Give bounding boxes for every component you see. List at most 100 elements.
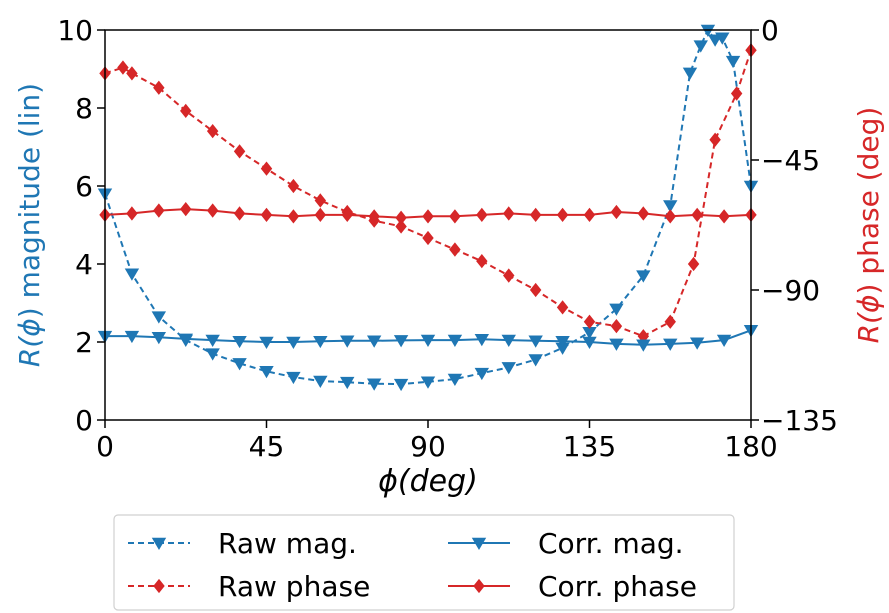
legend: Raw mag. Raw phase Corr. mag. Corr. phase xyxy=(113,514,735,611)
data-point-raw-mag xyxy=(205,348,220,361)
data-point-corr-mag xyxy=(528,335,543,348)
data-point-corr-mag xyxy=(393,335,409,348)
y-left-tick-label: 4 xyxy=(75,248,93,281)
data-point-corr-phase xyxy=(206,203,219,218)
y-right-tick-label: −90 xyxy=(761,274,820,307)
data-point-raw-mag xyxy=(609,303,624,316)
series-corr-phase xyxy=(99,201,757,225)
data-point-corr-phase xyxy=(260,207,273,223)
y-right-tick-label: −135 xyxy=(761,404,838,437)
y-left-tick-label: 8 xyxy=(75,92,93,125)
y-left-tick-label: 2 xyxy=(75,326,93,359)
data-point-corr-phase xyxy=(529,207,542,223)
y-axis-right-label: R(ϕ) phase (deg) xyxy=(852,107,885,344)
y-left-label-phi: ϕ xyxy=(13,318,46,336)
data-point-corr-mag xyxy=(636,339,651,352)
data-point-corr-phase xyxy=(153,203,165,218)
data-point-raw-phase xyxy=(287,178,300,194)
data-point-raw-mag xyxy=(725,55,741,69)
data-point-corr-mag xyxy=(663,338,678,351)
data-point-corr-phase xyxy=(637,206,650,221)
legend-swatch-marker xyxy=(471,537,487,550)
data-point-corr-mag xyxy=(313,335,328,349)
y-axis-left: 0 2 4 6 8 10 xyxy=(57,14,105,437)
data-point-raw-mag xyxy=(528,354,543,367)
data-point-corr-mag xyxy=(340,335,355,348)
data-point-raw-mag xyxy=(340,376,355,390)
data-point-corr-phase xyxy=(610,204,623,220)
data-point-corr-phase xyxy=(476,207,488,223)
legend-swatch-marker xyxy=(473,578,485,594)
data-point-raw-mag xyxy=(124,268,140,281)
series-corr-mag xyxy=(97,325,759,352)
data-point-raw-phase xyxy=(260,161,273,176)
data-point-corr-mag xyxy=(205,334,220,348)
data-point-raw-phase xyxy=(610,318,623,334)
data-point-corr-mag xyxy=(286,336,301,349)
y-right-label-suffix: ) phase (deg) xyxy=(852,107,885,295)
y-left-label-prefix: R( xyxy=(13,336,46,367)
data-point-corr-mag xyxy=(474,333,490,347)
data-point-raw-mag xyxy=(693,40,708,53)
data-point-raw-phase xyxy=(180,103,192,119)
data-point-raw-phase xyxy=(529,282,542,298)
y-right-label-prefix: R( xyxy=(852,312,885,343)
data-point-raw-phase xyxy=(422,230,434,246)
legend-item-raw-phase: Raw phase xyxy=(128,570,370,603)
data-point-raw-phase xyxy=(449,242,461,257)
data-point-raw-mag xyxy=(393,378,409,392)
x-tick-label: 135 xyxy=(563,430,616,463)
data-point-corr-phase xyxy=(314,207,327,223)
data-point-raw-mag xyxy=(313,375,328,388)
legend-item-raw-mag: Raw mag. xyxy=(128,527,357,560)
data-point-raw-mag xyxy=(232,358,247,371)
legend-frame xyxy=(113,514,735,611)
data-point-corr-phase xyxy=(180,201,192,217)
x-tick-label: 90 xyxy=(410,430,446,463)
data-point-corr-phase xyxy=(664,209,676,224)
data-point-raw-mag xyxy=(151,311,167,324)
x-tick-label: 45 xyxy=(249,430,285,463)
data-point-corr-phase xyxy=(395,210,407,225)
data-point-raw-mag xyxy=(715,32,730,45)
y-right-tick-label: 0 xyxy=(761,14,779,47)
data-point-raw-phase xyxy=(117,60,129,75)
data-point-corr-phase xyxy=(503,206,515,221)
data-point-raw-phase xyxy=(476,253,488,269)
data-point-corr-mag xyxy=(501,334,516,348)
data-point-corr-mag xyxy=(124,330,140,344)
data-point-corr-phase xyxy=(233,206,246,221)
data-point-raw-mag xyxy=(501,362,516,375)
data-point-raw-mag xyxy=(259,365,274,379)
data-point-raw-phase xyxy=(395,219,407,234)
data-point-corr-phase xyxy=(583,207,596,223)
data-point-raw-phase xyxy=(126,66,138,81)
legend-label: Raw mag. xyxy=(218,527,357,560)
data-point-corr-mag xyxy=(420,334,436,348)
data-point-raw-mag xyxy=(447,373,463,387)
data-point-corr-phase xyxy=(341,207,353,223)
data-point-raw-mag xyxy=(636,270,651,283)
legend-item-corr-mag: Corr. mag. xyxy=(448,527,684,560)
y-right-tick-label: −45 xyxy=(761,144,820,177)
x-axis-label: ϕ(deg) xyxy=(378,464,478,499)
legend-item-corr-phase: Corr. phase xyxy=(448,570,697,603)
data-point-corr-phase xyxy=(449,209,461,224)
y-right-label-phi: ϕ xyxy=(852,294,885,312)
data-point-raw-mag xyxy=(286,371,301,385)
data-point-raw-mag xyxy=(682,67,698,80)
legend-label: Corr. mag. xyxy=(538,527,684,560)
y-axis-left-label: R(ϕ) magnitude (lin) xyxy=(13,83,46,367)
legend-label: Raw phase xyxy=(218,570,370,603)
series-raw-phase xyxy=(99,43,757,344)
data-point-corr-mag xyxy=(609,338,624,351)
data-point-raw-phase xyxy=(730,86,743,101)
x-axis: 0 45 90 135 180 xyxy=(96,420,778,463)
y-left-tick-label: 0 xyxy=(75,404,93,437)
series-raw-mag xyxy=(97,24,759,392)
plot-area xyxy=(97,24,759,421)
data-point-corr-mag xyxy=(447,334,463,348)
data-point-corr-phase xyxy=(287,209,300,224)
data-point-raw-phase xyxy=(314,193,327,208)
data-point-corr-mag xyxy=(555,335,570,349)
